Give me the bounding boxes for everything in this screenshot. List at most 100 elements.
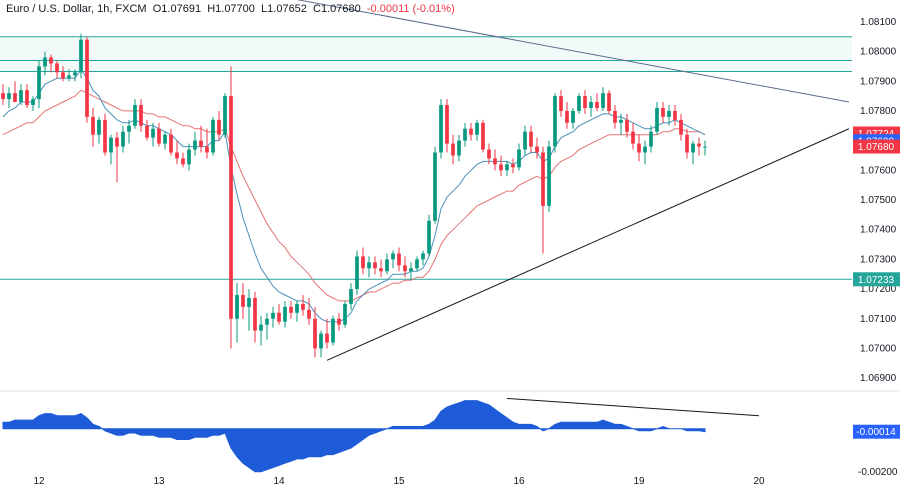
price-tick-label: 1.08100 xyxy=(860,17,897,28)
candle-body xyxy=(145,125,149,138)
candle-body xyxy=(433,152,437,221)
candle-body xyxy=(259,324,263,331)
candle-body xyxy=(367,262,371,269)
price-tick-label: 1.06900 xyxy=(860,373,897,384)
candle-body xyxy=(403,265,407,272)
price-tick-label: 1.07200 xyxy=(860,284,897,295)
price-tick-label: 1.08000 xyxy=(860,47,897,58)
candle-body xyxy=(559,96,563,111)
candle-body xyxy=(643,146,647,153)
candle-body xyxy=(229,96,233,319)
candle-body xyxy=(13,93,17,103)
candle-body xyxy=(85,39,89,117)
candle-body xyxy=(565,110,569,123)
horizontal-levels xyxy=(0,36,852,280)
high-value: 1.07700 xyxy=(215,3,255,15)
candle-body xyxy=(373,262,377,269)
candle-body xyxy=(79,39,83,73)
trendline-upper xyxy=(296,0,850,103)
candle-body xyxy=(535,146,539,153)
candle-body xyxy=(199,140,203,147)
candle-body xyxy=(283,306,287,322)
candle-body xyxy=(241,295,245,307)
candle-body xyxy=(667,110,671,117)
candle-body xyxy=(193,140,197,150)
candle-body xyxy=(301,303,305,310)
candle-body xyxy=(691,143,695,153)
moving-averages xyxy=(2,68,706,323)
candle-body xyxy=(337,318,341,325)
candle-body xyxy=(343,303,347,325)
candle-body xyxy=(625,119,629,132)
time-tick-label: 19 xyxy=(633,476,645,486)
oscillator-area xyxy=(2,400,706,473)
candle-body xyxy=(109,137,113,153)
candle-body xyxy=(151,128,155,138)
candle-body xyxy=(631,131,635,144)
candle-body xyxy=(289,306,293,313)
candle-body xyxy=(385,259,389,272)
change-value: -0.00011 (-0.01%) xyxy=(366,3,455,15)
candle-body xyxy=(613,110,617,123)
osc-tick-label: -0.00200 xyxy=(858,467,898,478)
candle-body xyxy=(439,105,443,153)
candle-body xyxy=(505,164,509,171)
price-tick-label: 1.07000 xyxy=(860,343,897,354)
candle-body xyxy=(415,259,419,269)
candle-body xyxy=(157,128,161,144)
osc-tag-box xyxy=(853,424,900,439)
candle-body xyxy=(541,152,545,206)
candle-body xyxy=(649,131,653,147)
candle-body xyxy=(25,90,29,105)
candle-body xyxy=(571,110,575,123)
candle-body xyxy=(661,107,665,117)
candle-body xyxy=(37,66,41,100)
candle-body xyxy=(253,297,257,331)
candle-body xyxy=(577,96,581,111)
candle-body xyxy=(547,146,551,206)
candle-body xyxy=(55,63,59,73)
candle-body xyxy=(331,318,335,343)
time-tick-label: 13 xyxy=(153,476,165,486)
oscillator-trendline xyxy=(506,397,760,417)
candle-body xyxy=(607,93,611,111)
candle-body xyxy=(205,146,209,153)
price-tag-box xyxy=(853,272,900,287)
candle-body xyxy=(307,309,311,319)
trendlines xyxy=(296,0,850,361)
candle-body xyxy=(49,57,53,64)
candles xyxy=(1,33,707,358)
high-label: H xyxy=(207,3,216,15)
candle-body xyxy=(295,303,299,313)
close-label: C xyxy=(313,3,321,15)
candle-body xyxy=(601,93,605,108)
candle-body xyxy=(673,110,677,120)
candle-body xyxy=(499,164,503,171)
candle-body xyxy=(355,256,359,290)
candle-body xyxy=(487,149,491,159)
osc-tag-label: -0.00014 xyxy=(856,427,896,438)
candle-body xyxy=(43,57,47,67)
time-tick-label: 15 xyxy=(393,476,405,486)
candle-body xyxy=(211,119,215,153)
candle-body xyxy=(175,152,179,159)
ema-slow-line xyxy=(2,89,706,302)
trendline-lower xyxy=(326,128,850,361)
low-label: L xyxy=(261,3,268,15)
candle-body xyxy=(427,220,431,254)
candle-body xyxy=(421,253,425,260)
price-tick-label: 1.07600 xyxy=(860,165,897,176)
time-tick-label: 20 xyxy=(753,476,765,486)
price-tick-label: 1.07300 xyxy=(860,254,897,265)
candle-body xyxy=(235,295,239,319)
price-tick-label: 1.07500 xyxy=(860,195,897,206)
candle-body xyxy=(103,119,107,153)
ema-fast-line xyxy=(2,68,706,323)
candle-body xyxy=(619,119,623,123)
candle-body xyxy=(139,105,143,126)
candle-body xyxy=(583,96,587,108)
price-tick-label: 1.07400 xyxy=(860,225,897,236)
oscillator-pane xyxy=(0,390,900,473)
candle-body xyxy=(589,102,593,108)
candle-body xyxy=(349,289,353,304)
